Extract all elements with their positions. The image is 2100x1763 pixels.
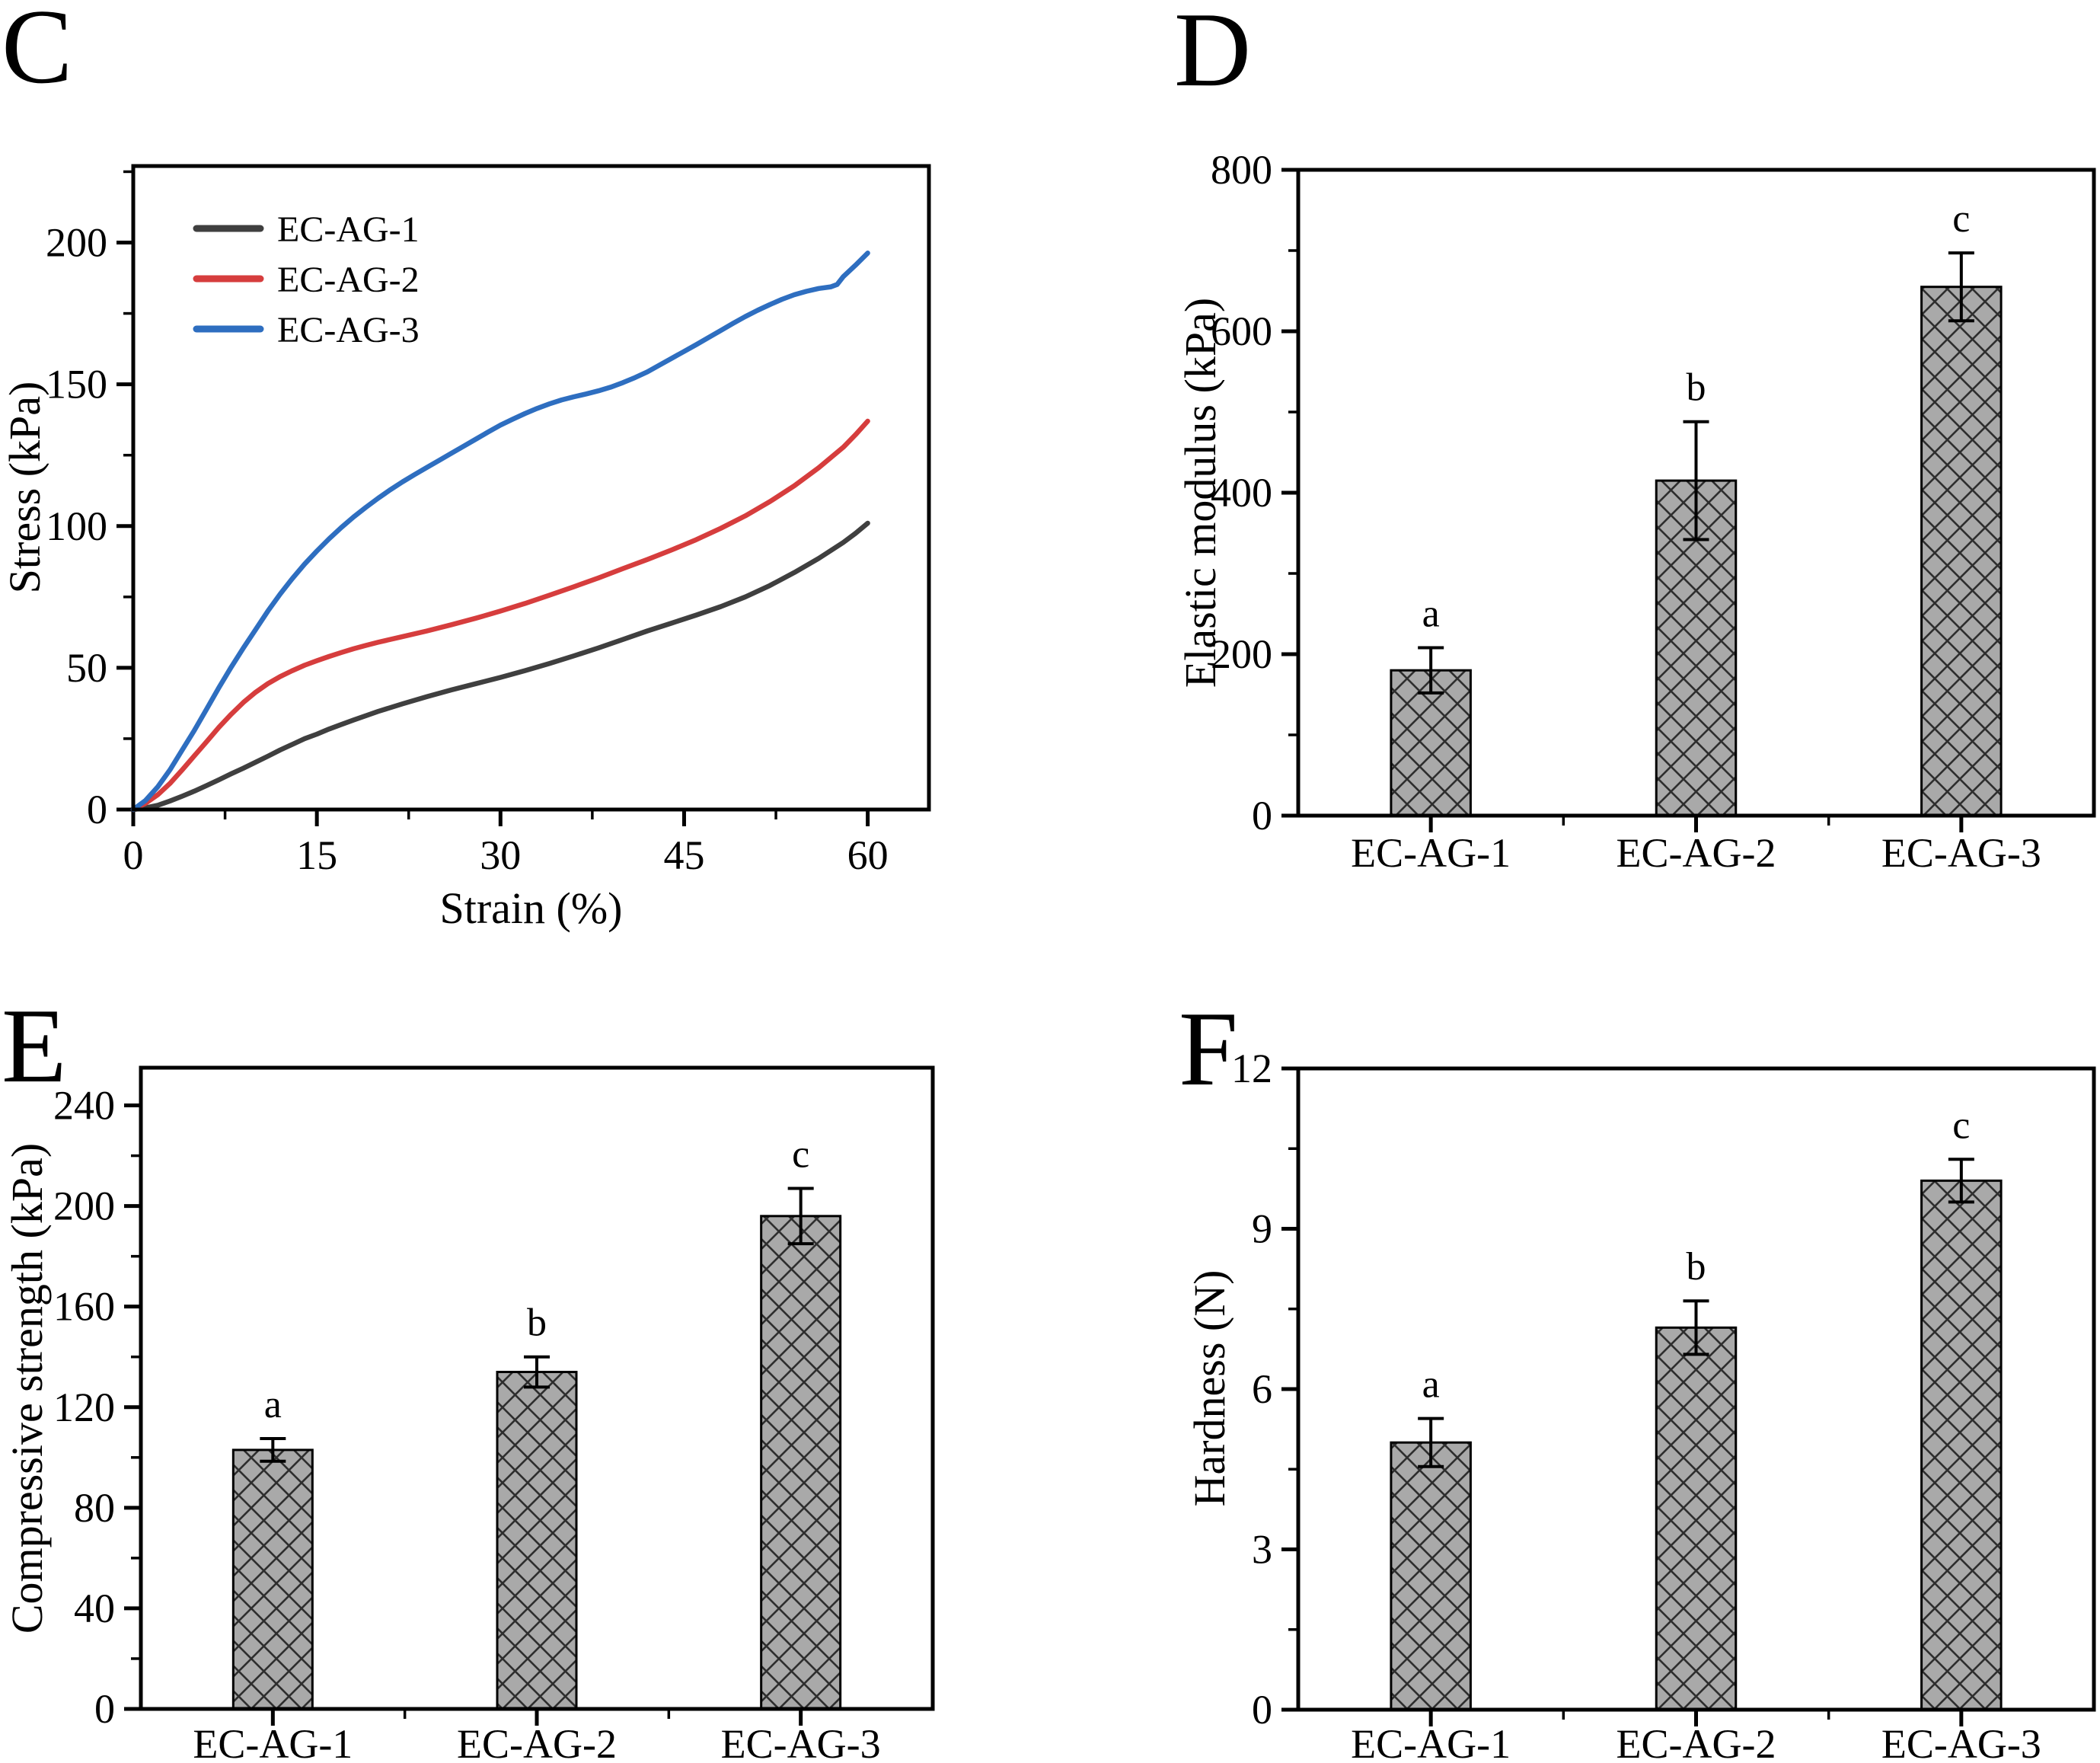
series-line-EC-AG-1 <box>130 520 870 813</box>
category-label: EC-AG-1 <box>1351 830 1511 876</box>
category-label: EC-AG-1 <box>1351 1721 1511 1763</box>
plot-frame <box>1296 168 2096 818</box>
plot-frame <box>139 1065 935 1711</box>
panel-F: F 0 3 6 9 12 Hardness (N) a b c EC-AG-1 EC-AG-2 EC-A… <box>1179 990 2096 1763</box>
category-label: EC-AG-2 <box>457 1721 617 1763</box>
y-tick-label: 0 <box>94 1686 115 1732</box>
y-tick-label: 0 <box>87 787 107 832</box>
x-tick-label: 15 <box>296 832 337 878</box>
bar-EC-AG-1 <box>1390 1441 1472 1711</box>
panel-D: D 0 200 400 600 800 Elastic modulus (kPa) a b c EC… <box>1174 0 2096 876</box>
bar-EC-AG-3 <box>1920 1179 2003 1711</box>
y-axis-title: Hardness (N) <box>1185 1270 1234 1507</box>
series-line-EC-AG-3 <box>130 251 870 813</box>
legend-label: EC-AG-1 <box>277 209 420 250</box>
y-tick-label: 200 <box>53 1183 115 1229</box>
bar-EC-AG-3 <box>760 1215 842 1710</box>
panel-C: C 0 50 100 150 200 Stress (kPa) 0 15 30 45 60 Strain… <box>0 0 931 933</box>
x-tick-label: 0 <box>123 832 144 878</box>
y-tick-label: 3 <box>1252 1527 1272 1573</box>
significance-letter: a <box>1422 592 1440 636</box>
y-tick-label: 40 <box>74 1586 115 1631</box>
significance-letter: c <box>792 1132 809 1176</box>
significance-letter: c <box>1952 1103 1970 1147</box>
category-label: EC-AG-3 <box>1881 1721 2041 1763</box>
y-tick-label: 200 <box>46 220 107 266</box>
y-axis-title: Stress (kPa) <box>0 382 49 594</box>
x-tick-label: 60 <box>847 832 889 878</box>
category-label: EC-AG-2 <box>1616 830 1776 876</box>
x-axis-title: Strain (%) <box>440 883 623 933</box>
significance-letter: b <box>527 1301 547 1345</box>
significance-letter: b <box>1687 1245 1706 1289</box>
series-line-EC-AG-2 <box>130 418 870 813</box>
x-tick-label: 30 <box>480 832 521 878</box>
y-tick-label: 160 <box>53 1284 115 1330</box>
panel-label-F: F <box>1179 990 1238 1108</box>
y-tick-label: 400 <box>1211 470 1272 516</box>
y-tick-label: 800 <box>1211 147 1272 193</box>
panel-label-D: D <box>1174 0 1251 109</box>
y-tick-label: 120 <box>53 1385 115 1430</box>
y-tick-label: 600 <box>1211 308 1272 354</box>
significance-letter: c <box>1952 197 1970 241</box>
y-tick-label: 9 <box>1252 1206 1272 1252</box>
y-tick-label: 200 <box>1211 631 1272 677</box>
significance-letter: a <box>264 1383 282 1426</box>
legend-label: EC-AG-2 <box>277 260 420 300</box>
category-label: EC-AG-2 <box>1616 1721 1776 1763</box>
y-tick-label: 100 <box>46 503 107 549</box>
y-tick-label: 0 <box>1252 793 1272 838</box>
bar-EC-AG-2 <box>1655 1326 1738 1711</box>
category-label: EC-AG-1 <box>193 1721 353 1763</box>
y-tick-label: 0 <box>1252 1687 1272 1733</box>
y-tick-label: 12 <box>1231 1046 1272 1091</box>
x-tick-label: 45 <box>663 832 704 878</box>
panel-label-E: E <box>2 987 67 1105</box>
plot-frame <box>131 164 931 812</box>
y-tick-label: 80 <box>74 1485 115 1531</box>
bar-EC-AG-1 <box>231 1448 314 1710</box>
y-axis-title: Elastic modulus (kPa) <box>1176 298 1225 688</box>
y-tick-label: 50 <box>66 645 107 691</box>
panel-label-C: C <box>2 0 72 106</box>
plot-frame <box>1296 1066 2096 1712</box>
legend-label: EC-AG-3 <box>277 310 420 350</box>
significance-letter: a <box>1422 1363 1440 1407</box>
y-tick-label: 240 <box>53 1083 115 1129</box>
bar-EC-AG-2 <box>496 1371 578 1710</box>
category-label: EC-AG-3 <box>1881 830 2041 876</box>
significance-letter: b <box>1687 366 1706 410</box>
bar-EC-AG-3 <box>1920 286 2003 817</box>
y-tick-label: 150 <box>46 362 107 407</box>
category-label: EC-AG-3 <box>721 1721 881 1763</box>
y-tick-label: 6 <box>1252 1366 1272 1412</box>
y-axis-title: Compressive strength (kPa) <box>2 1143 52 1634</box>
bar-EC-AG-1 <box>1390 669 1472 817</box>
